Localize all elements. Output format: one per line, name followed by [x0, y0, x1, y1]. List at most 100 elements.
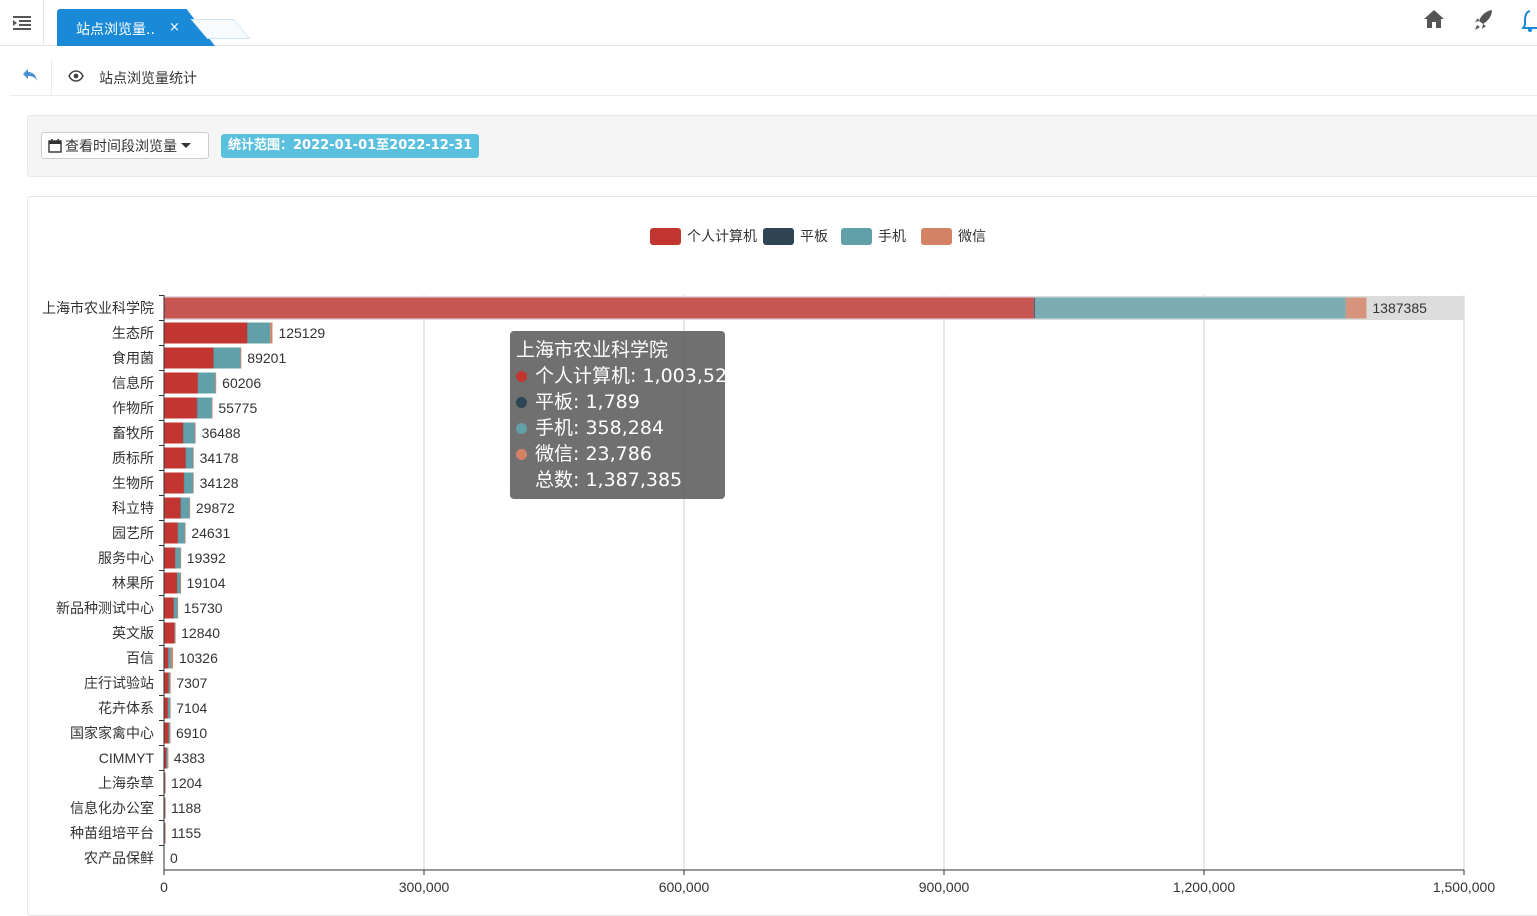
- home-icon[interactable]: [1423, 9, 1445, 29]
- bar-segment: [211, 397, 213, 419]
- bar-segment: [180, 497, 190, 519]
- x-tick-label: 1,200,000: [1173, 879, 1235, 895]
- bar-segment: [164, 422, 184, 444]
- bar-segment: [167, 697, 171, 719]
- bar-segment: [184, 522, 186, 544]
- rocket-icon[interactable]: [1474, 9, 1494, 31]
- category-label: 科立特: [112, 500, 154, 516]
- category-label: 花卉体系: [98, 700, 154, 716]
- tab-close-icon[interactable]: ×: [169, 20, 180, 35]
- category-label: 质标所: [112, 450, 154, 466]
- menu-toggle-button[interactable]: [0, 0, 44, 45]
- category-label: 新品种测试中心: [56, 600, 154, 616]
- legend-swatch: [921, 228, 952, 245]
- chevron-down-icon: [181, 143, 191, 148]
- bar-total-label: 55775: [218, 400, 257, 416]
- bar-segment: [193, 472, 194, 494]
- back-icon[interactable]: [22, 68, 38, 82]
- bar-segment: [169, 722, 171, 744]
- top-navbar: 站点浏览量.. ×: [0, 0, 1537, 46]
- bell-icon[interactable]: [1522, 9, 1537, 33]
- page-title: 站点浏览量统计: [99, 71, 197, 87]
- bar-segment: [270, 322, 273, 344]
- tooltip-total: 总数: 1,387,385: [535, 469, 683, 491]
- bar-total-label: 4383: [174, 750, 205, 766]
- bar-segment: [165, 797, 166, 819]
- bar-segment: [168, 647, 172, 669]
- tooltip-row-tablet: 平板: 1,789: [516, 389, 719, 415]
- bar-segment: [215, 372, 217, 394]
- tooltip-value-tablet: 平板: 1,789: [535, 391, 640, 413]
- bar-total-label: 6910: [176, 725, 207, 741]
- bar-segment: [164, 497, 181, 519]
- bar-total-label: 19104: [187, 575, 226, 591]
- bar-total-label: 1188: [171, 800, 201, 816]
- legend-label: 手机: [878, 228, 906, 244]
- bar-segment: [240, 347, 242, 369]
- bar-segment: [164, 472, 184, 494]
- bar-segment: [175, 622, 176, 644]
- bar-segment: [171, 647, 173, 669]
- series-dot-icon: [516, 396, 527, 408]
- tooltip-row-pc: 个人计算机: 1,003,526: [516, 363, 739, 389]
- tab-site-views[interactable]: [57, 9, 215, 46]
- bar-segment: [177, 597, 179, 619]
- tab-label: 站点浏览量..: [76, 22, 155, 38]
- breadcrumb: 站点浏览量统计: [10, 59, 1537, 96]
- calendar-icon: [48, 138, 62, 153]
- bar-total-label: 89201: [247, 350, 286, 366]
- category-label: 上海杂草: [98, 775, 154, 791]
- category-label: 上海市农业科学院: [42, 300, 154, 316]
- tooltip-row-wechat: 微信: 23,786: [516, 441, 719, 467]
- bar-segment: [164, 547, 176, 569]
- bar-segment: [183, 422, 195, 444]
- bar-segment: [164, 372, 198, 394]
- bar-segment: [174, 622, 176, 644]
- bar-segment: [180, 547, 182, 569]
- bar-segment: [164, 447, 186, 469]
- series-dot-icon: [516, 448, 527, 460]
- bar-segment: [164, 322, 248, 344]
- bar-segment: [167, 747, 169, 769]
- bar-segment: [180, 572, 182, 594]
- bar-segment: [189, 497, 191, 519]
- bar-total-label: 125129: [278, 325, 325, 341]
- legend-swatch: [763, 228, 794, 245]
- bar-total-label: 1204: [171, 775, 202, 791]
- bar-segment: [247, 322, 271, 344]
- bar-segment: [164, 647, 169, 669]
- category-label: 服务中心: [98, 550, 154, 566]
- legend-label: 微信: [958, 228, 986, 244]
- bar-segment: [1345, 297, 1367, 319]
- category-label: 种苗组培平台: [70, 825, 154, 841]
- bar-segment: [170, 672, 171, 694]
- x-tick-label: 0: [160, 879, 168, 895]
- bar-segment: [166, 747, 168, 769]
- bar-segment: [164, 297, 1034, 319]
- category-label: 百信: [126, 650, 154, 666]
- breadcrumb-divider: [51, 59, 52, 96]
- bar-total-label: 19392: [187, 550, 226, 566]
- bar-segment: [164, 622, 175, 644]
- eye-icon: [68, 70, 84, 82]
- series-dot-icon: [516, 370, 527, 382]
- bar-segment: [164, 697, 168, 719]
- tooltip-title: 上海市农业科学院: [516, 339, 669, 361]
- category-label: 庄行试验站: [84, 675, 154, 691]
- bar-total-label: 24631: [191, 525, 230, 541]
- bar-total-label: 15730: [184, 600, 223, 616]
- category-label: 食用菌: [112, 350, 154, 366]
- bar-segment: [164, 597, 174, 619]
- category-label: 信息所: [112, 375, 154, 391]
- bar-segment: [184, 472, 194, 494]
- bar-total-label: 60206: [222, 375, 261, 391]
- bar-segment: [164, 672, 169, 694]
- bar-total-label: 7307: [176, 675, 207, 691]
- legend-label: 平板: [800, 228, 828, 244]
- bar-segment: [164, 397, 197, 419]
- bar-total-label: 0: [170, 850, 178, 866]
- time-range-dropdown[interactable]: 查看时间段浏览量: [41, 132, 209, 159]
- bar-segment: [197, 397, 212, 419]
- x-tick-label: 1,500,000: [1433, 879, 1495, 895]
